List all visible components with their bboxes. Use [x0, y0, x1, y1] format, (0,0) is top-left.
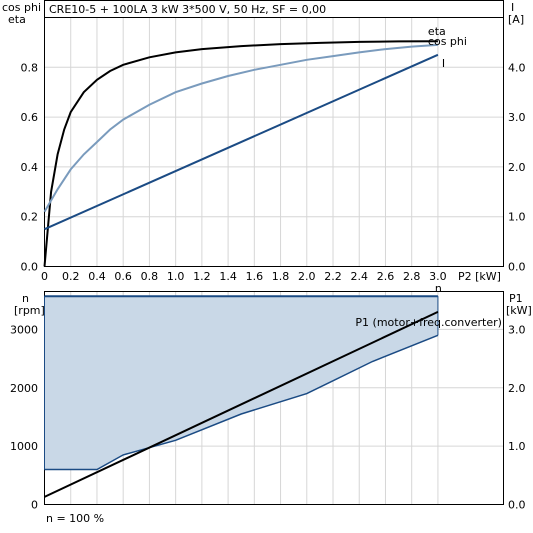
chart-title: CRE10-5 + 100LA 3 kW 3*500 V, 50 Hz, SF …: [49, 3, 326, 16]
top-series-label-1: cos phi: [428, 35, 467, 48]
p1-line: [44, 310, 439, 498]
bottom-series-labels: n P1 (motor+freq.converter): [355, 282, 502, 329]
top-y-right-tick-label-0: 0.0: [508, 261, 526, 274]
speed-series-label: n: [435, 282, 442, 295]
top-y-right-tick-label-3: 3.0: [508, 111, 526, 124]
efficiency-chart: cos phi eta I [A] P2 [kW] 0 0.2 0.4 0.6 0.8 1…: [2, 1, 526, 283]
top-x-tick-label-14: 2.8: [403, 270, 421, 283]
bottom-y-right-tick-label-1: 1.0: [508, 440, 526, 453]
bottom-series: [44, 295, 439, 498]
bottom-y-left-tick-label-0: 0: [31, 499, 38, 512]
top-x-tick-label-5: 1.0: [167, 270, 185, 283]
top-y-left-tick-label-2: 0.4: [21, 161, 39, 174]
top-x-tick-label-9: 1.8: [272, 270, 290, 283]
top-frame: [44, 17, 504, 267]
top-ticks: 0 0.2 0.4 0.6 0.8 1.0 1.2 1.4 1.6 1.8 2.0 2.2 2.4 2.6…: [21, 61, 526, 283]
bottom-y-left-tick-label-3: 3000: [10, 323, 38, 336]
top-x-tick-label-10: 2.0: [298, 270, 316, 283]
speed-power-chart: n [rpm] P1 [kW] 0 1000 2000 3000 0.0 1.0 2.0 3.…: [10, 282, 532, 511]
top-y-left-tick-label-4: 0.8: [21, 61, 39, 74]
top-x-tick-label-1: 0.2: [62, 270, 80, 283]
top-series-line-1: [43, 43, 438, 213]
bottom-right-axis-label-2: [kW]: [506, 304, 532, 317]
top-x-tick-label-12: 2.4: [350, 270, 368, 283]
bottom-left-axis-label-1: n: [22, 292, 29, 305]
top-x-tick-label-15: 3.0: [429, 270, 447, 283]
bottom-y-left-tick-label-1: 1000: [10, 440, 38, 453]
p1-series-label: P1 (motor+freq.converter): [355, 316, 502, 329]
top-x-tick-label-6: 1.2: [193, 270, 211, 283]
top-x-tick-label-8: 1.6: [246, 270, 264, 283]
left-axis-label-1: cos phi: [2, 1, 41, 14]
bottom-y-left-tick-label-2: 2000: [10, 382, 38, 395]
bottom-left-axis-label-2: [rpm]: [14, 304, 45, 317]
top-x-tick-label-7: 1.4: [219, 270, 237, 283]
bottom-y-right-tick-label-0: 0.0: [508, 499, 526, 512]
top-x-tick-label-3: 0.6: [114, 270, 132, 283]
top-series: [43, 40, 439, 267]
top-y-left-tick-label-1: 0.2: [21, 211, 39, 224]
top-grid: [44, 17, 504, 267]
bottom-right-axis-label-1: P1: [509, 292, 523, 305]
top-x-tick-label-2: 0.4: [88, 270, 106, 283]
top-x-tick-label-0: 0: [41, 270, 48, 283]
bottom-y-right-tick-label-3: 3.0: [508, 323, 526, 336]
right-axis-label-1: I: [511, 1, 514, 14]
top-x-tick-label-13: 2.6: [377, 270, 395, 283]
top-y-left-tick-label-3: 0.6: [21, 111, 39, 124]
top-series-label-2: I: [442, 57, 445, 70]
bottom-y-right-tick-label-2: 2.0: [508, 382, 526, 395]
bottom-ticks: 0 1000 2000 3000 0.0 1.0 2.0 3.0: [10, 323, 526, 511]
top-y-left-tick-label-0: 0.0: [21, 261, 39, 274]
top-series-label-0: eta: [428, 25, 446, 38]
speed-note: n = 100 %: [46, 512, 104, 525]
top-y-right-tick-label-4: 4.0: [508, 61, 526, 74]
top-y-right-tick-label-2: 2.0: [508, 161, 526, 174]
top-x-tick-label-11: 2.2: [324, 270, 342, 283]
top-series-line-0: [43, 40, 438, 267]
operating-area-lower-line: [44, 334, 439, 471]
top-series-line-2: [44, 53, 439, 231]
left-axis-label-2: eta: [8, 13, 26, 26]
top-x-tick-label-4: 0.8: [141, 270, 159, 283]
top-y-right-tick-label-1: 1.0: [508, 211, 526, 224]
operating-area: [44, 296, 438, 470]
x-axis-label: P2 [kW]: [458, 270, 501, 283]
right-axis-label-2: [A]: [508, 13, 524, 26]
